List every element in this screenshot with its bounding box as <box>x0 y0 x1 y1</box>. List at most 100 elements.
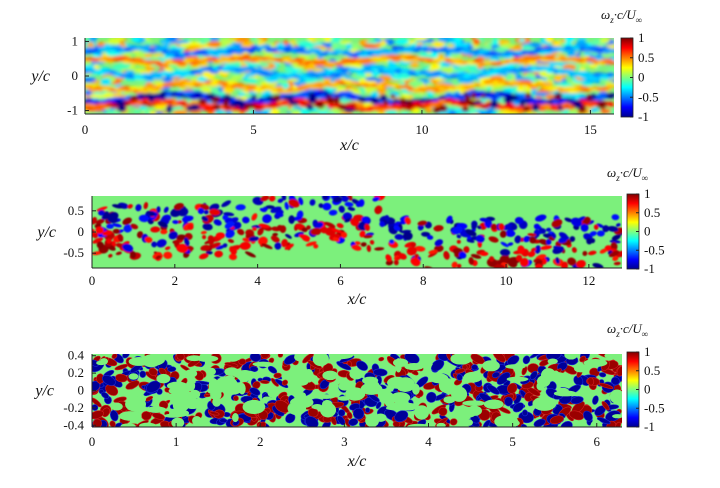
vortex-patch <box>176 234 187 241</box>
vortex-patch <box>123 224 133 233</box>
vortex-patch <box>359 230 366 238</box>
vortex-patch <box>456 373 463 381</box>
vortex-patch <box>540 245 552 250</box>
vortex-patch <box>549 415 564 425</box>
vortex-patch <box>426 235 434 240</box>
vortex-patch <box>262 214 272 224</box>
y-tick-label: 0 <box>78 224 85 239</box>
quiet-region <box>462 400 486 407</box>
vortex-patch <box>583 410 593 422</box>
vortex-patch <box>486 384 500 395</box>
vortex-patch <box>339 40 353 44</box>
vortex-patch <box>429 63 441 70</box>
vortex-patch <box>533 223 540 230</box>
vortex-patch <box>213 109 226 114</box>
vortex-patch <box>170 207 182 218</box>
strong-vortex <box>489 100 499 108</box>
colorbar-tick-label: 0 <box>644 382 651 397</box>
vortex-patch <box>282 39 289 46</box>
vortex-patch <box>499 255 511 264</box>
shear-layer-patch <box>242 54 252 59</box>
strong-vortex <box>129 96 140 101</box>
vortex-patch <box>353 214 364 221</box>
vortex-patch <box>586 238 593 245</box>
vortex-patch <box>313 243 319 249</box>
vortex-patch <box>222 87 235 94</box>
vortex-patch <box>616 223 621 227</box>
vortex-patch <box>516 85 525 93</box>
vortex-patch <box>531 247 537 252</box>
vortex-patch <box>338 205 345 213</box>
vortex-patch <box>507 382 518 394</box>
vortex-patch <box>410 80 424 85</box>
strong-vortex <box>406 99 414 107</box>
vortex-patch <box>515 254 523 262</box>
vortex-patch <box>369 239 375 245</box>
vortex-patch <box>522 355 531 365</box>
vortex-patch <box>275 212 284 218</box>
x-tick-label: 1 <box>173 434 180 449</box>
colorbar-tick-label: 0.5 <box>638 50 654 65</box>
vortex-patch <box>567 257 577 266</box>
quiet-region <box>574 365 588 373</box>
vortex-patch <box>587 377 595 386</box>
y-tick-label: 0.5 <box>68 203 84 218</box>
x-tick-label: 5 <box>509 434 516 449</box>
vortex-patch <box>201 235 207 240</box>
vortex-patch <box>398 253 407 260</box>
vortex-patch <box>237 228 245 236</box>
vortex-patch <box>580 223 589 232</box>
y-tick-label: -1 <box>67 103 78 118</box>
vortex-patch <box>228 253 237 261</box>
vortex-patch <box>350 42 360 50</box>
vortex-patch <box>470 253 482 259</box>
shear-layer-patch <box>604 60 614 65</box>
vortex-patch <box>301 235 310 242</box>
vortex-patch <box>102 230 113 236</box>
vortex-patch <box>208 237 215 245</box>
vortex-patch <box>569 236 576 242</box>
colorbar-title-part: ω <box>601 7 610 22</box>
vortex-patch <box>599 108 612 114</box>
x-axis-label: x/c <box>347 453 367 470</box>
vortex-patch <box>130 223 139 230</box>
vortex-patch <box>612 256 619 262</box>
vortex-patch <box>465 229 477 237</box>
colorbar-title-part: ·c/U <box>620 321 644 336</box>
vortex-patch <box>364 85 376 92</box>
quiet-region <box>544 371 567 381</box>
quiet-region <box>110 402 123 411</box>
vortex-patch <box>260 63 270 67</box>
vortex-patch <box>234 38 251 43</box>
vortex-patch <box>476 109 489 114</box>
vortex-patch <box>111 354 118 359</box>
vortex-patch <box>260 196 270 202</box>
vortex-patch <box>157 221 168 228</box>
vortex-patch <box>238 358 247 366</box>
vortex-patch <box>244 77 258 83</box>
strong-vortex <box>338 104 348 110</box>
vortex-patch <box>514 216 524 225</box>
vortex-patch <box>269 196 276 202</box>
vortex-patch <box>471 221 478 230</box>
vortex-patch <box>490 223 498 230</box>
quiet-region <box>125 396 146 412</box>
quiet-region <box>184 398 201 410</box>
vortex-patch <box>602 225 610 233</box>
quiet-region <box>128 373 139 380</box>
vortex-patch <box>592 395 599 405</box>
vortex-patch <box>355 201 362 208</box>
colorbar-title-part: ·c/U <box>614 7 638 22</box>
colorbar-title-part: ∞ <box>642 173 648 183</box>
vortex-blobs <box>85 38 614 114</box>
vortex-patch <box>200 86 212 92</box>
vortex-patch <box>579 355 587 363</box>
vortex-patch <box>588 63 598 67</box>
vortex-patch <box>498 223 505 231</box>
shear-layer-patch <box>374 64 386 70</box>
shear-layer-patch <box>386 54 399 59</box>
vortex-patch <box>186 41 202 46</box>
vortex-patch <box>92 237 104 244</box>
colorbar-title-part: z <box>615 173 620 183</box>
vortex-patch <box>117 233 124 242</box>
